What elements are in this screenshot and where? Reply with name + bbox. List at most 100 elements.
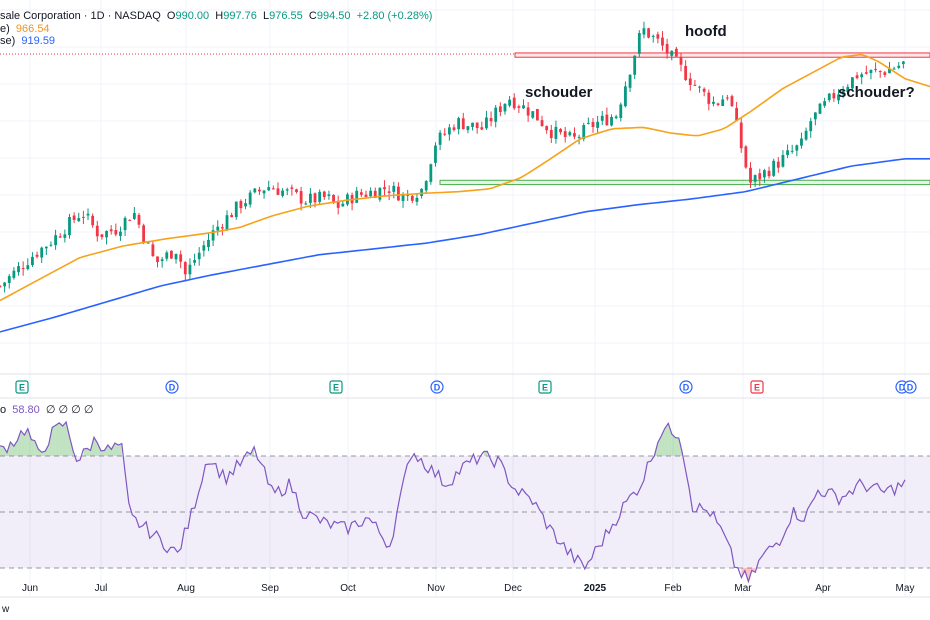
candle-body bbox=[461, 118, 465, 130]
candle-body bbox=[225, 215, 229, 230]
candle-body bbox=[605, 114, 609, 126]
candle-body bbox=[522, 105, 525, 109]
candle-body bbox=[406, 194, 410, 196]
candle-body bbox=[535, 109, 539, 121]
rsi-overbought-fill bbox=[107, 445, 112, 456]
ma-200-line bbox=[0, 158, 930, 333]
open-label: O bbox=[166, 10, 176, 22]
rsi-overbought-fill bbox=[59, 422, 63, 456]
earnings-marker-label: E bbox=[754, 383, 760, 393]
rsi-value: 58.80 bbox=[12, 404, 40, 416]
ma-slow-legend[interactable]: se) 919.59 bbox=[0, 35, 55, 48]
candle-body bbox=[258, 189, 261, 192]
candle-body bbox=[322, 191, 326, 198]
close-label: C bbox=[308, 10, 317, 22]
candle-body bbox=[44, 246, 48, 249]
candle-body bbox=[12, 270, 16, 278]
candle-body bbox=[573, 133, 576, 137]
candle-body bbox=[809, 121, 813, 132]
candle-body bbox=[725, 97, 729, 99]
close-value: 994.50 bbox=[316, 10, 351, 22]
candle-body bbox=[188, 264, 192, 275]
rsi-pane bbox=[0, 420, 930, 584]
candle-body bbox=[179, 254, 183, 262]
candle-body bbox=[17, 266, 20, 273]
candle-body bbox=[818, 103, 822, 114]
candle-body bbox=[3, 282, 7, 287]
candle-body bbox=[220, 227, 224, 229]
candle-body bbox=[105, 230, 108, 238]
candle-body bbox=[619, 104, 623, 118]
annotation-left-shoulder: schouder bbox=[525, 84, 593, 101]
candle-body bbox=[841, 90, 845, 95]
candle-body bbox=[545, 126, 549, 131]
candle-body bbox=[466, 126, 470, 131]
candle-body bbox=[596, 121, 600, 128]
dividend-marker bbox=[165, 380, 179, 394]
candle-body bbox=[271, 188, 275, 190]
high-value: 997.76 bbox=[223, 10, 257, 22]
x-axis: Jun Jul Aug Sep Oct Nov Dec 2025 Feb Mar Apr May bbox=[0, 583, 930, 598]
ma-fast-legend[interactable]: e) 966.54 bbox=[0, 23, 50, 36]
dividend-marker-label: D bbox=[169, 383, 176, 393]
rsi-legend[interactable]: o 58.80 ∅ ∅ ∅ ∅ bbox=[0, 404, 93, 417]
candle-body bbox=[429, 164, 433, 182]
candle-body bbox=[72, 215, 76, 220]
rsi-overbought-fill bbox=[27, 428, 32, 456]
candle-body bbox=[234, 201, 238, 218]
candle-body bbox=[21, 268, 25, 270]
candle-body bbox=[253, 188, 257, 193]
rsi-overbought-fill bbox=[31, 439, 35, 456]
candle-body bbox=[749, 167, 752, 183]
candle-body bbox=[813, 112, 817, 120]
symbol-header: sale Corporation · 1D · NASDAQ O990.00 H… bbox=[0, 10, 432, 23]
candle-body bbox=[151, 244, 155, 257]
earnings-marker bbox=[538, 380, 552, 394]
x-tick-label: Sep bbox=[261, 583, 279, 594]
x-tick-label: Dec bbox=[504, 583, 522, 594]
candle-body bbox=[776, 161, 780, 168]
candle-body bbox=[146, 242, 150, 244]
candle-body bbox=[475, 122, 479, 129]
gridlines bbox=[0, 0, 930, 596]
candle-body bbox=[517, 106, 521, 108]
candle-body bbox=[786, 150, 789, 156]
x-tick-label: Aug bbox=[177, 583, 195, 594]
candle-body bbox=[383, 187, 386, 190]
candle-body bbox=[823, 101, 827, 106]
candle-body bbox=[202, 245, 206, 251]
candle-body bbox=[716, 103, 720, 106]
dividend-marker-label: D bbox=[434, 383, 441, 393]
candle-body bbox=[781, 155, 785, 167]
candle-body bbox=[332, 194, 335, 203]
candle-body bbox=[730, 96, 734, 107]
earnings-marker-label: E bbox=[333, 383, 339, 393]
candle-body bbox=[610, 117, 613, 126]
candle-body bbox=[878, 71, 882, 73]
candle-body bbox=[397, 186, 400, 201]
candle-body bbox=[642, 28, 646, 35]
candle-body bbox=[503, 103, 507, 112]
candle-body bbox=[563, 131, 567, 137]
candle-body bbox=[637, 33, 641, 54]
candle-body bbox=[304, 203, 308, 205]
candle-body bbox=[308, 193, 312, 203]
candle-body bbox=[290, 187, 294, 189]
rsi-overbought-fill bbox=[62, 421, 67, 456]
candle-body bbox=[230, 215, 234, 218]
candle-body bbox=[586, 122, 590, 124]
earnings-marker-label: E bbox=[542, 383, 548, 393]
candle-body bbox=[739, 122, 743, 149]
rsi-overbought-fill bbox=[66, 421, 70, 456]
candle-body bbox=[827, 93, 831, 101]
candle-body bbox=[392, 185, 396, 192]
candle-body bbox=[81, 216, 85, 218]
candle-body bbox=[712, 101, 715, 104]
rsi-line bbox=[0, 420, 906, 584]
candle-body bbox=[373, 190, 377, 198]
ma-50-path bbox=[0, 53, 930, 302]
rsi-overbought-fill bbox=[118, 443, 122, 456]
ma-200-path bbox=[0, 158, 930, 333]
candle-body bbox=[851, 77, 854, 89]
candle-body bbox=[244, 203, 247, 207]
